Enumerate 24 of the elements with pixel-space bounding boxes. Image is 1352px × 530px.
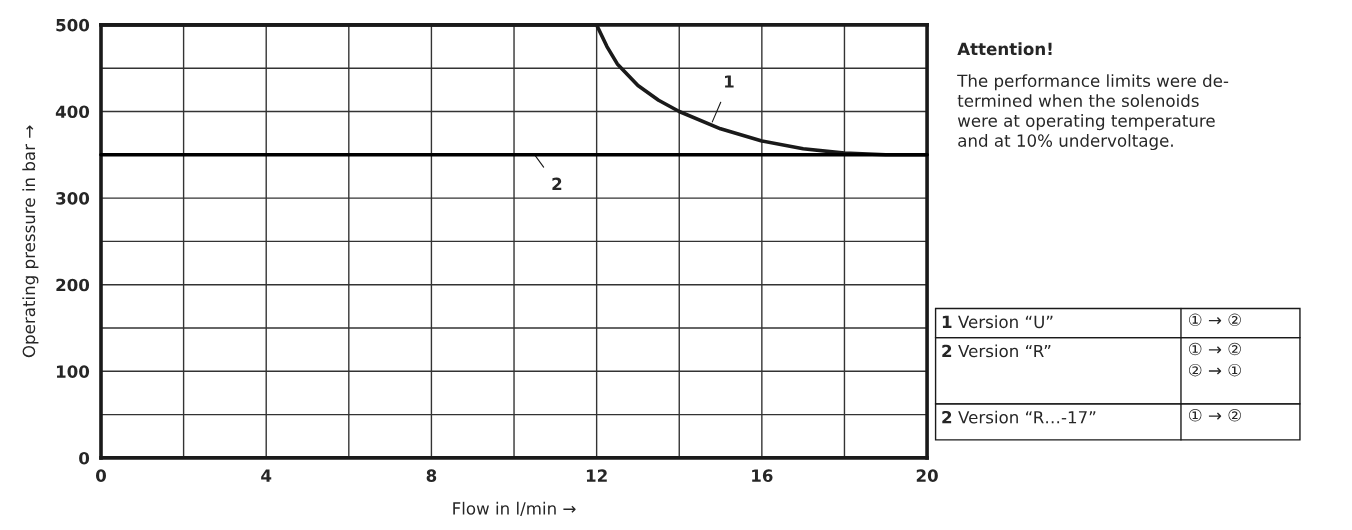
y-axis-title: Operating pressure in bar →	[22, 125, 39, 358]
x-tick-label: 12	[586, 469, 607, 482]
x-tick-label: 16	[752, 469, 773, 482]
text: ① → ②	[1188, 408, 1241, 422]
x-tick-label: 20	[916, 469, 938, 482]
text: 2 Version “R”	[942, 344, 1051, 358]
text: ① → ②	[1188, 313, 1241, 327]
x-tick-label: 8	[426, 469, 437, 482]
x-tick-label: 4	[261, 469, 272, 482]
x-axis-title: Flow in l/min →	[453, 501, 576, 517]
text: 1 Version “U”	[942, 315, 1053, 329]
y-tick-label: 400	[55, 105, 90, 119]
y-tick-label: 300	[56, 192, 90, 205]
text: 2 Version “R…-17”	[942, 410, 1096, 424]
y-tick-label: 0	[79, 451, 90, 465]
text: Attention!	[957, 42, 1052, 56]
annotation: 2	[552, 177, 562, 190]
x-tick-label: 0	[95, 469, 106, 482]
text: The performance limits were de- termined when the solenoids were at operating temperature and at 10% undervoltage.	[957, 74, 1229, 151]
y-tick-label: 200	[56, 278, 90, 292]
y-tick-label: 100	[56, 365, 90, 378]
annotation: 1	[725, 75, 734, 88]
text: ① → ② ② → ①	[1188, 342, 1241, 377]
y-tick-label: 500	[56, 18, 90, 32]
